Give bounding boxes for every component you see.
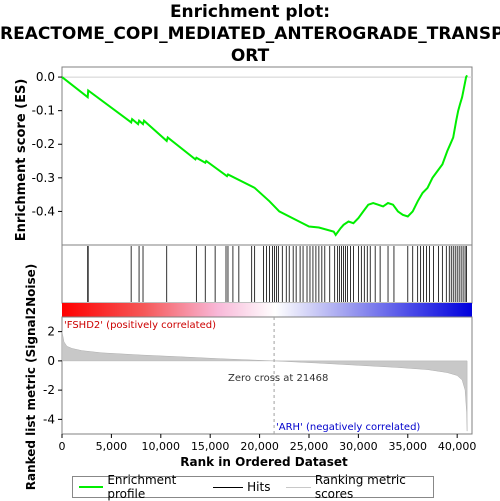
chart-title-line-3: ORT bbox=[230, 46, 270, 66]
chart-title-line-1: Enrichment plot: bbox=[169, 2, 331, 22]
rank-x-axis-label: Rank in Ordered Dataset bbox=[180, 455, 348, 469]
legend-label-ranking: Ranking metric scores bbox=[314, 473, 406, 501]
rank-x-tick-label: 35,000 bbox=[389, 440, 428, 453]
rank-x-tick-label: 15,000 bbox=[191, 440, 230, 453]
es-panel-frame bbox=[61, 66, 473, 246]
legend-label-enrichment: Enrichment profile bbox=[107, 473, 177, 501]
es-y-tick-label: -0.4 bbox=[32, 204, 55, 218]
rank-y-axis-label: Ranked list metric (Signal2Noise) bbox=[24, 264, 38, 491]
zero-cross-label: Zero cross at 21468 bbox=[228, 373, 328, 384]
es-y-tick-label: -0.3 bbox=[32, 171, 55, 185]
es-y-tick-label: -0.2 bbox=[32, 137, 55, 151]
rank-x-tick-label: 0 bbox=[59, 440, 66, 453]
negative-correlation-label: 'ARH' (negatively correlated) bbox=[276, 422, 420, 433]
es-profile-line bbox=[61, 74, 468, 237]
legend-swatch-ranking bbox=[286, 486, 311, 488]
rank-color-bar bbox=[62, 303, 472, 317]
hits-panel-frame bbox=[61, 244, 473, 304]
legend-item-enrichment: Enrichment profile bbox=[79, 473, 197, 501]
rank-y-tick-label: -4 bbox=[43, 412, 55, 426]
rank-y-tick-label: 0 bbox=[47, 354, 55, 368]
legend-item-hits: Hits bbox=[213, 480, 270, 494]
es-y-tick-label: 0.0 bbox=[36, 70, 55, 84]
es-y-tick-label: -0.1 bbox=[32, 104, 55, 118]
legend-label-hits: Hits bbox=[247, 480, 271, 494]
rank-x-tick-label: 10,000 bbox=[142, 440, 181, 453]
positive-correlation-label: 'FSHD2' (positively correlated) bbox=[64, 320, 216, 331]
rank-y-tick-label: 2 bbox=[47, 325, 55, 339]
rank-y-tick-label: -2 bbox=[43, 383, 55, 397]
legend-swatch-hits bbox=[213, 486, 244, 488]
legend-item-ranking: Ranking metric scores bbox=[286, 473, 423, 501]
ranking-metric-area bbox=[61, 331, 468, 432]
rank-x-tick-label: 25,000 bbox=[290, 440, 329, 453]
es-y-axis-label: Enrichment score (ES) bbox=[14, 79, 29, 242]
chart-title-line-2: REACTOME_COPI_MEDIATED_ANTEROGRADE_TRANS… bbox=[0, 24, 500, 44]
legend-swatch-enrichment bbox=[79, 486, 104, 488]
rank-x-tick-label: 40,000 bbox=[438, 440, 477, 453]
legend: Enrichment profile Hits Ranking metric s… bbox=[72, 473, 434, 501]
rank-x-tick-label: 30,000 bbox=[339, 440, 378, 453]
rank-x-tick-label: 5,000 bbox=[96, 440, 128, 453]
rank-x-tick-label: 20,000 bbox=[240, 440, 279, 453]
rank-panel-frame bbox=[61, 316, 473, 435]
